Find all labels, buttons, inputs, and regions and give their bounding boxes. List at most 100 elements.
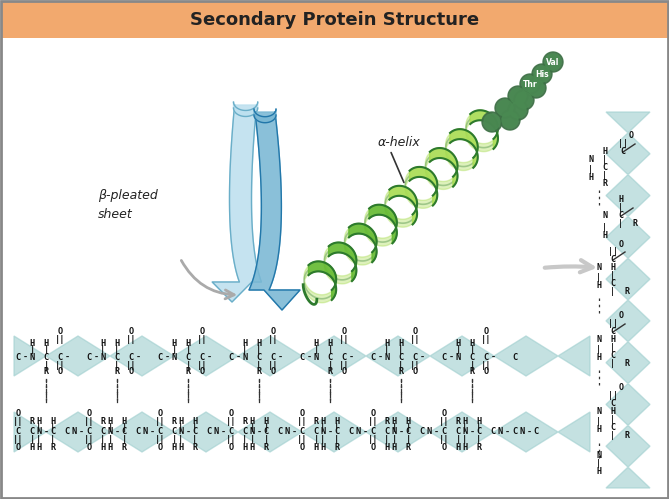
Text: |: | — [185, 344, 191, 353]
Text: C: C — [611, 400, 615, 409]
Text: O: O — [199, 326, 205, 335]
Text: H: H — [36, 417, 41, 426]
Text: R: R — [603, 180, 607, 189]
Text: -: - — [292, 428, 296, 437]
Text: -: - — [448, 352, 454, 361]
Text: |: | — [405, 423, 411, 432]
Circle shape — [514, 90, 534, 110]
Text: C: C — [29, 428, 35, 437]
Text: C: C — [100, 428, 106, 437]
Text: C: C — [114, 352, 120, 361]
Text: C: C — [157, 428, 163, 437]
Text: H: H — [121, 417, 126, 426]
Text: Thr: Thr — [522, 79, 537, 88]
Text: N: N — [242, 352, 248, 361]
Text: H: H — [456, 443, 461, 452]
Text: N: N — [497, 428, 502, 437]
Text: ||: || — [155, 417, 165, 426]
Text: -: - — [94, 352, 98, 361]
Text: -: - — [527, 428, 532, 437]
Text: |: | — [242, 436, 248, 445]
Text: R: R — [185, 367, 191, 377]
Text: ||: || — [197, 360, 207, 369]
Text: C: C — [264, 428, 269, 437]
Text: |: | — [179, 423, 183, 432]
Circle shape — [543, 52, 563, 72]
Text: |: | — [462, 436, 468, 445]
Text: |: | — [327, 360, 332, 369]
Text: R: R — [398, 367, 403, 377]
Text: C: C — [64, 428, 70, 437]
Text: H: H — [179, 417, 183, 426]
Text: |: | — [385, 436, 389, 445]
Text: C: C — [86, 352, 92, 361]
Text: R: R — [624, 287, 630, 296]
Text: N: N — [72, 428, 77, 437]
Text: H: H — [29, 443, 35, 452]
Text: O: O — [628, 131, 634, 140]
Text: H: H — [476, 417, 482, 426]
Text: C: C — [611, 424, 615, 433]
Text: H: H — [603, 148, 607, 157]
Text: O: O — [86, 410, 92, 419]
Text: |: | — [603, 156, 607, 165]
Text: C: C — [412, 352, 417, 361]
Text: O: O — [484, 326, 488, 335]
Text: C: C — [313, 428, 318, 437]
Text: |: | — [256, 344, 262, 353]
Text: R: R — [624, 359, 630, 368]
Text: H: H — [100, 443, 106, 452]
Text: R: R — [264, 443, 269, 452]
Text: H: H — [611, 408, 615, 417]
Text: ||: || — [13, 417, 23, 426]
Text: C: C — [533, 428, 539, 437]
Text: ||: || — [84, 436, 94, 445]
Text: |: | — [108, 436, 112, 445]
Text: C: C — [611, 327, 615, 336]
Text: ||: || — [225, 436, 236, 445]
Text: |: | — [185, 360, 191, 369]
Text: |: | — [391, 436, 397, 445]
Text: N: N — [313, 352, 318, 361]
Text: C: C — [256, 352, 262, 361]
Text: -: - — [504, 428, 510, 437]
Text: -: - — [278, 352, 282, 361]
Text: C: C — [270, 352, 276, 361]
Text: -: - — [419, 352, 425, 361]
Text: O: O — [15, 410, 21, 419]
Text: ||: || — [339, 360, 349, 369]
Text: C: C — [15, 352, 21, 361]
Circle shape — [510, 88, 526, 104]
Polygon shape — [14, 336, 590, 376]
Text: H: H — [385, 443, 389, 452]
Text: ||: || — [439, 417, 450, 426]
Text: |: | — [250, 423, 255, 432]
Text: |: | — [334, 436, 340, 445]
Polygon shape — [446, 134, 473, 171]
Text: H: H — [334, 417, 340, 426]
Text: H: H — [597, 353, 601, 362]
Circle shape — [532, 64, 552, 84]
Text: O: O — [484, 367, 488, 377]
Text: |: | — [456, 436, 461, 445]
Text: |: | — [179, 436, 183, 445]
Text: -: - — [22, 352, 27, 361]
Text: |: | — [597, 459, 601, 468]
Text: C: C — [43, 352, 49, 361]
Bar — [1, 1, 668, 38]
Text: C: C — [371, 428, 375, 437]
Text: |: | — [193, 423, 197, 432]
Text: |: | — [320, 423, 326, 432]
Text: |: | — [313, 344, 318, 353]
Text: H: H — [603, 231, 607, 240]
Text: H: H — [50, 417, 56, 426]
Polygon shape — [254, 109, 276, 123]
Text: |: | — [108, 423, 112, 432]
Text: N: N — [355, 428, 361, 437]
Text: C: C — [135, 428, 140, 437]
Text: H: H — [456, 338, 461, 347]
Polygon shape — [430, 148, 458, 187]
Text: R: R — [50, 443, 56, 452]
Text: -: - — [149, 428, 155, 437]
Circle shape — [484, 114, 500, 130]
